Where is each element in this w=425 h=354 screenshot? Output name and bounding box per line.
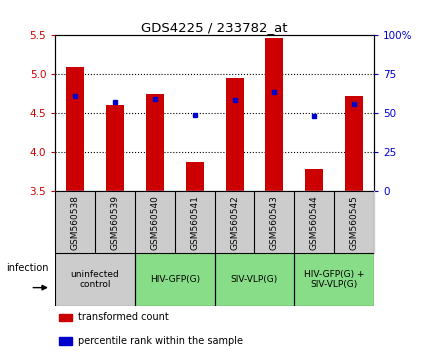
- Bar: [106, 105, 124, 191]
- Bar: [59, 337, 72, 345]
- Text: GSM560538: GSM560538: [71, 195, 79, 250]
- Text: GSM560541: GSM560541: [190, 195, 199, 250]
- Bar: [266, 38, 283, 191]
- Bar: [345, 96, 363, 191]
- Bar: [215, 253, 294, 306]
- Bar: [55, 253, 135, 306]
- Bar: [305, 169, 323, 191]
- Bar: [294, 253, 374, 306]
- Text: GSM560543: GSM560543: [270, 195, 279, 250]
- Bar: [294, 253, 374, 306]
- Text: uninfected
control: uninfected control: [71, 270, 119, 289]
- Bar: [135, 253, 215, 306]
- Text: GSM560540: GSM560540: [150, 195, 159, 250]
- Text: SIV-VLP(G): SIV-VLP(G): [231, 275, 278, 284]
- Title: GDS4225 / 233782_at: GDS4225 / 233782_at: [142, 21, 288, 34]
- Bar: [215, 253, 294, 306]
- Bar: [135, 253, 215, 306]
- Text: GSM560544: GSM560544: [310, 195, 319, 250]
- Bar: [186, 161, 204, 191]
- Text: HIV-GFP(G): HIV-GFP(G): [150, 275, 200, 284]
- Bar: [146, 94, 164, 191]
- Text: percentile rank within the sample: percentile rank within the sample: [78, 336, 243, 346]
- Text: GSM560542: GSM560542: [230, 195, 239, 250]
- Bar: [66, 67, 84, 191]
- Text: HIV-GFP(G) +
SIV-VLP(G): HIV-GFP(G) + SIV-VLP(G): [304, 270, 364, 289]
- Text: GSM560545: GSM560545: [350, 195, 359, 250]
- Text: GSM560539: GSM560539: [110, 195, 119, 250]
- Bar: [226, 78, 244, 191]
- Text: transformed count: transformed count: [78, 312, 168, 322]
- Text: infection: infection: [6, 263, 49, 273]
- Bar: [59, 314, 72, 321]
- Bar: [55, 253, 135, 306]
